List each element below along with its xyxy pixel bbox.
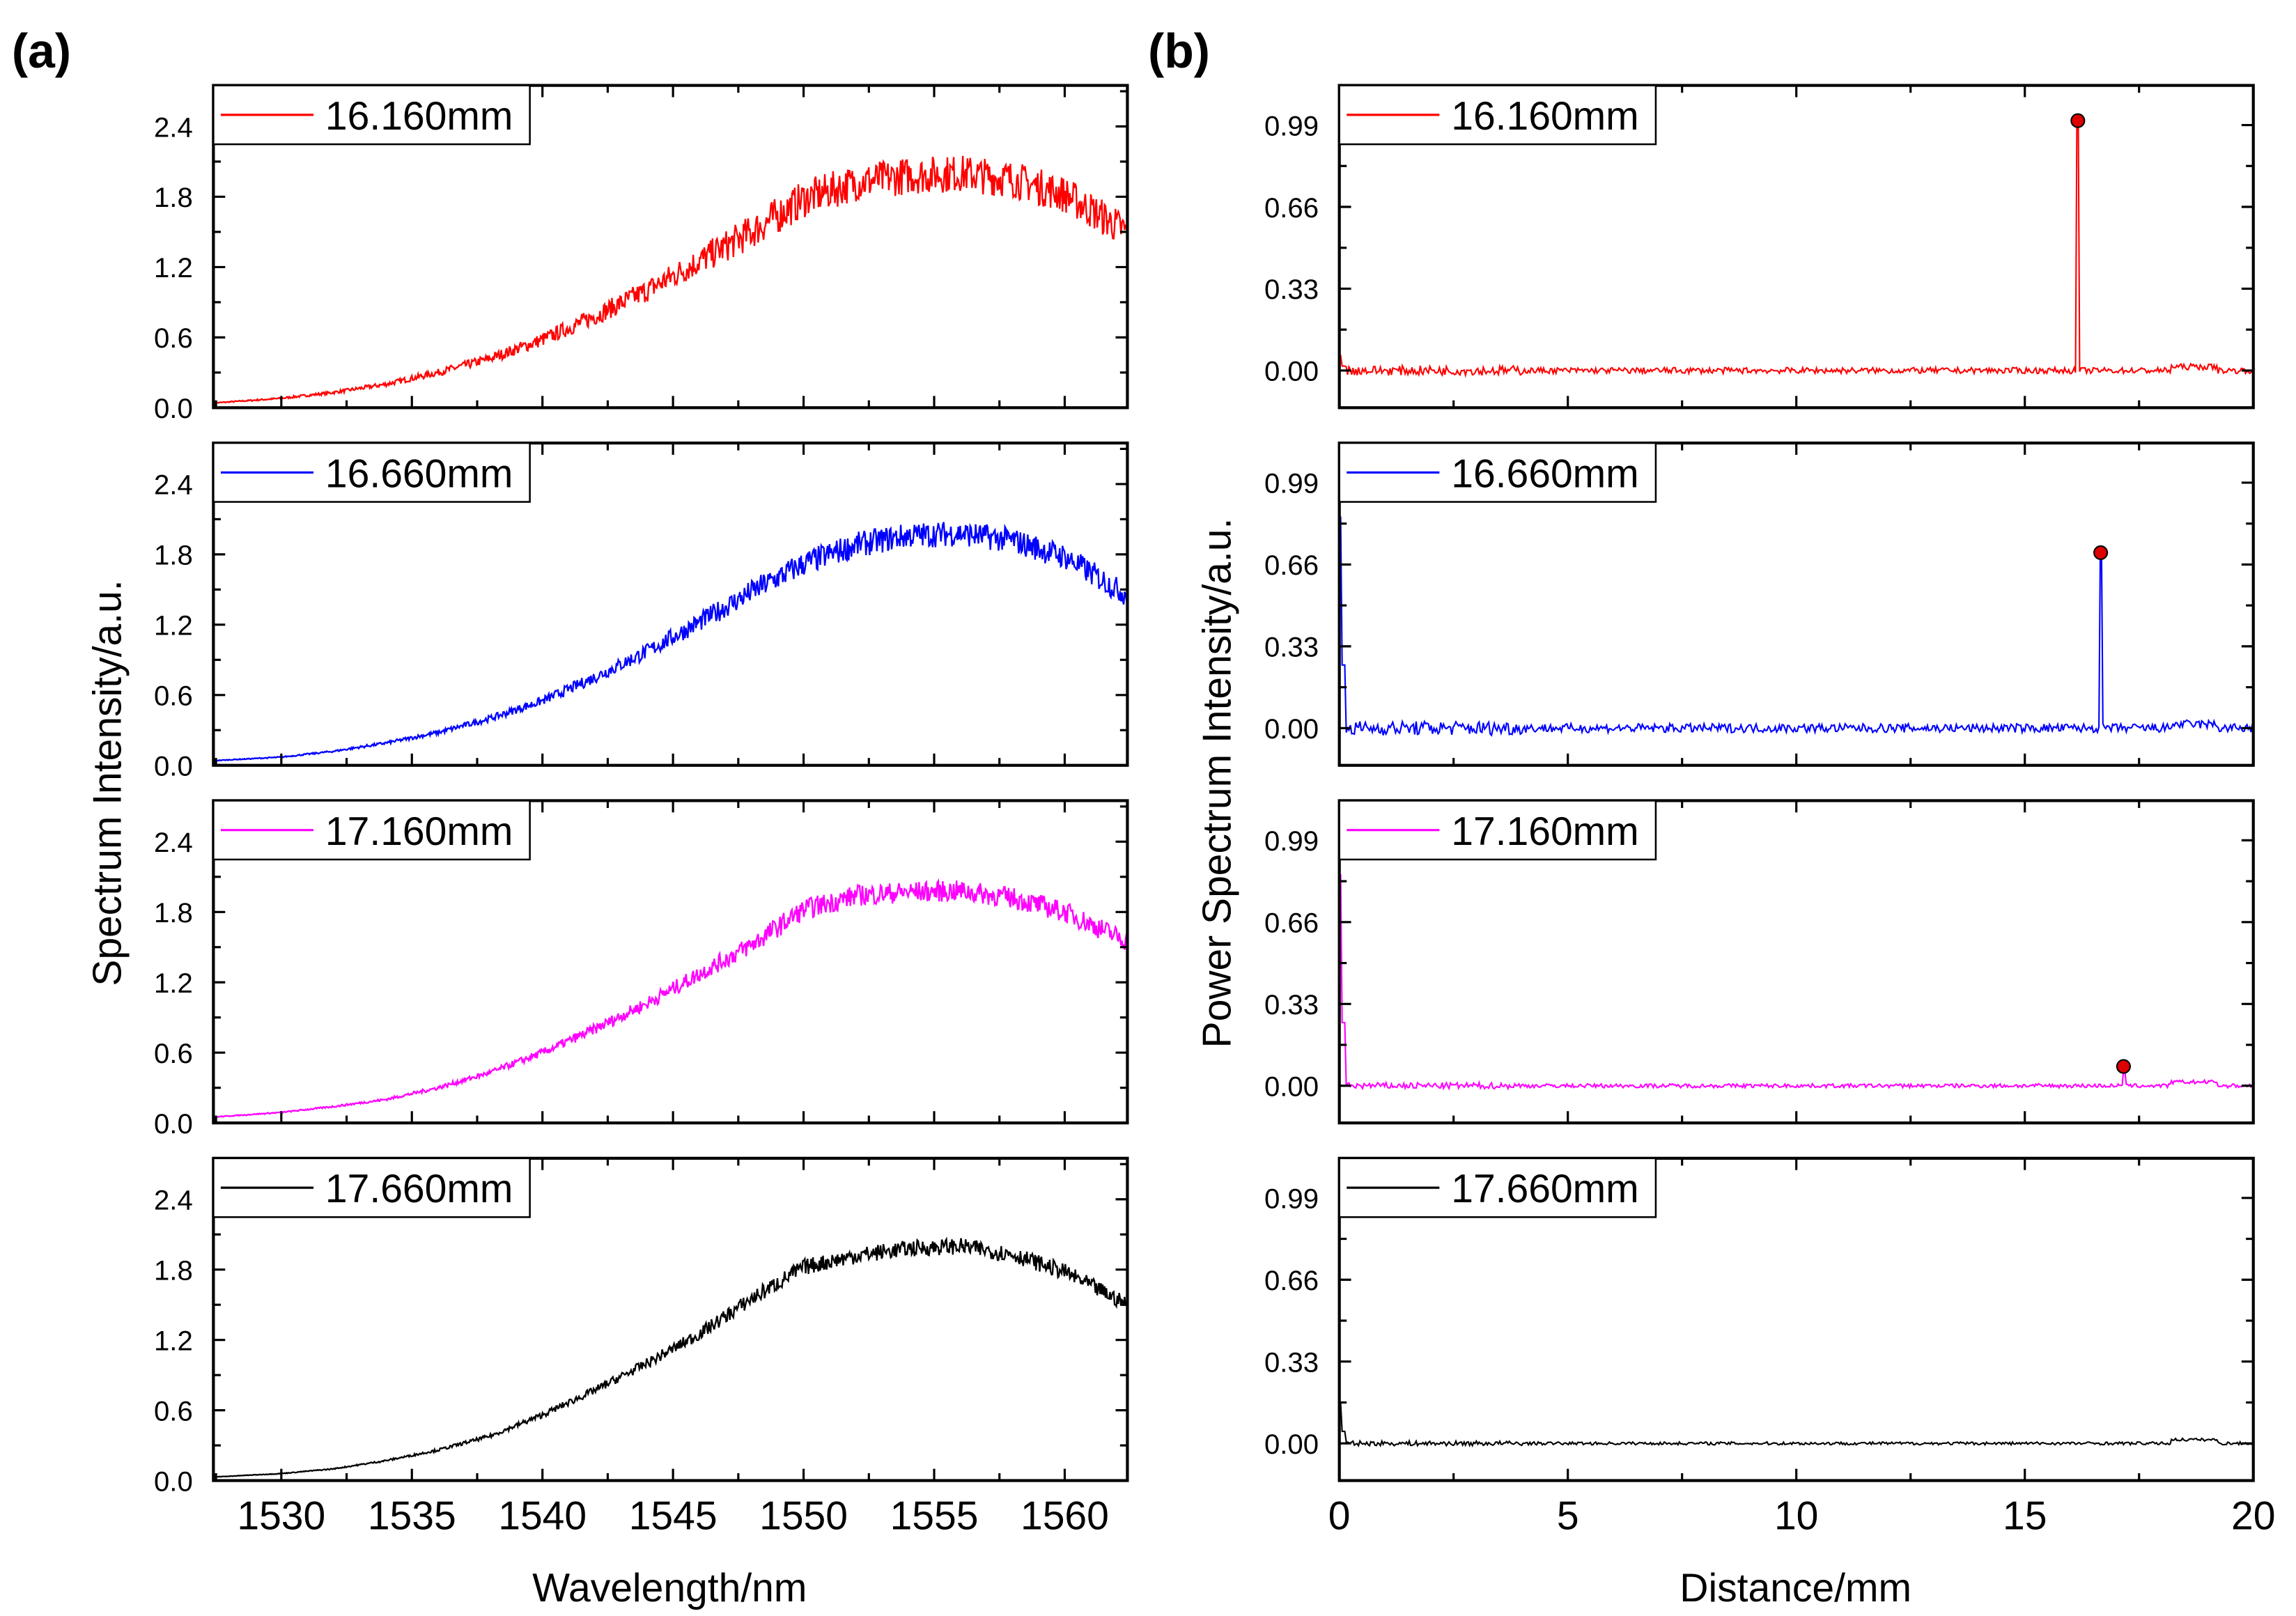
- x-tick-label: 15: [2003, 1493, 2047, 1538]
- y-tick-label: 0.99: [1264, 468, 1319, 499]
- x-tick-label: 0: [1328, 1493, 1351, 1538]
- legend-label: 16.660mm: [325, 451, 513, 496]
- y-tick-label: 0.0: [154, 393, 193, 424]
- legend-label: 16.160mm: [1451, 94, 1638, 139]
- y-tick-label: 1.8: [154, 540, 193, 571]
- y-tick-label: 0.0: [154, 751, 193, 782]
- x-tick-label: 5: [1557, 1493, 1579, 1538]
- y-tick-label: 0.33: [1264, 632, 1319, 663]
- y-tick-label: 0.0: [154, 1108, 193, 1140]
- y-tick-label: 0.66: [1264, 908, 1319, 939]
- legend: 17.160mm: [1338, 800, 1657, 861]
- y-tick-label: 1.2: [154, 968, 193, 999]
- legend-label: 17.160mm: [1451, 809, 1638, 854]
- x-tick-label: 1545: [629, 1493, 718, 1538]
- y-tick-label: 1.2: [154, 252, 193, 283]
- series-line: [213, 522, 1128, 762]
- legend: 17.660mm: [1338, 1157, 1657, 1218]
- series-line: [213, 878, 1128, 1119]
- x-tick-label: 1560: [1021, 1493, 1109, 1538]
- x-tick-label: 1530: [237, 1493, 325, 1538]
- plot-frame: [212, 441, 1129, 767]
- legend: 17.660mm: [212, 1157, 531, 1218]
- legend: 17.160mm: [212, 800, 531, 861]
- panel-label-a: (a): [12, 24, 71, 78]
- x-tick-label: 20: [2231, 1493, 2275, 1538]
- subplot-a-1: 0.0 0.6 1.2 1.8 2.4 16.160mm: [154, 84, 1129, 424]
- subplot-b-4: 0 5 10 15 20 0.00 0.33 0.66 0.99 17.660mm: [1264, 1156, 2275, 1538]
- peak-marker: [2116, 1059, 2131, 1074]
- legend-label: 17.660mm: [1451, 1167, 1638, 1211]
- y-tick-label: 0.6: [154, 681, 193, 712]
- y-tick-label: 1.8: [154, 182, 193, 213]
- legend: 16.660mm: [1338, 442, 1657, 503]
- y-tick-label: 2.4: [154, 1185, 193, 1216]
- panel-label-b: (b): [1148, 24, 1210, 78]
- y-tick-label: 1.2: [154, 1325, 193, 1356]
- x-tick-label: 1550: [759, 1493, 848, 1538]
- plot-frame: [212, 84, 1129, 410]
- series-line: [213, 1236, 1128, 1478]
- x-tick-label: 10: [1774, 1493, 1818, 1538]
- legend-label: 16.660mm: [1451, 451, 1638, 496]
- y-tick-label: 2.4: [154, 827, 193, 858]
- y-tick-label: 0.99: [1264, 1183, 1319, 1215]
- plot-frame: [212, 799, 1129, 1125]
- y-tick-label: 2.4: [154, 469, 193, 501]
- legend-label: 16.160mm: [325, 94, 513, 139]
- y-tick-label: 0.00: [1264, 713, 1319, 745]
- y-tick-label: 0.00: [1264, 1071, 1319, 1103]
- y-tick-label: 0.99: [1264, 825, 1319, 857]
- subplot-b-2: 0.00 0.33 0.66 0.99 16.660mm: [1264, 441, 2255, 767]
- y-tick-label: 0.6: [154, 1395, 193, 1427]
- y-tick-label: 0.33: [1264, 274, 1319, 305]
- subplot-a-4: 1530 1535 1540 1545 1550 1555 1560 0.0 0.6 1.2 1.8…: [154, 1156, 1129, 1538]
- x-tick-label: 1535: [368, 1493, 456, 1538]
- y-tick-label: 0.66: [1264, 550, 1319, 581]
- legend-label: 17.160mm: [325, 809, 513, 854]
- y-tick-label: 0.33: [1264, 989, 1319, 1020]
- series-line: [212, 155, 1128, 405]
- y-tick-label: 1.8: [154, 1254, 193, 1286]
- x-axis-title-b: Distance/mm: [1680, 1566, 1911, 1610]
- y-tick-label: 0.33: [1264, 1347, 1319, 1378]
- plot-frame: [212, 1156, 1129, 1482]
- y-tick-label: 1.8: [154, 897, 193, 929]
- legend-label: 17.660mm: [325, 1167, 513, 1211]
- x-tick-label: 1540: [498, 1493, 587, 1538]
- legend: 16.160mm: [1338, 84, 1657, 146]
- y-tick-label: 0.00: [1264, 1429, 1319, 1460]
- subplot-a-2: 0.0 0.6 1.2 1.8 2.4 16.660mm: [154, 441, 1129, 782]
- legend: 16.660mm: [212, 442, 531, 503]
- peak-marker: [2093, 545, 2109, 560]
- y-tick-label: 0.99: [1264, 110, 1319, 141]
- series-line: [1339, 124, 2254, 378]
- legend-box: [1338, 84, 1657, 146]
- y-tick-label: 0.66: [1264, 1265, 1319, 1296]
- x-axis-title-a: Wavelength/nm: [532, 1566, 807, 1610]
- y-tick-label: 1.2: [154, 610, 193, 642]
- y-tick-label: 0.6: [154, 1038, 193, 1069]
- x-tick-label: 1555: [890, 1493, 979, 1538]
- y-axis-title-b: Power Spectrum Intensity/a.u.: [1195, 518, 1239, 1048]
- series-line: [1339, 1403, 2254, 1448]
- y-tick-label: 0.66: [1264, 192, 1319, 224]
- subplot-b-3: 0.00 0.33 0.66 0.99 17.160mm: [1264, 799, 2255, 1125]
- series-line: [1339, 516, 2254, 737]
- y-tick-label: 0.00: [1264, 356, 1319, 387]
- y-tick-label: 2.4: [154, 111, 193, 143]
- series-line: [1339, 874, 2254, 1091]
- y-axis-title-a: Spectrum Intensity/a.u.: [85, 580, 130, 986]
- y-tick-label: 0.6: [154, 323, 193, 354]
- peak-marker: [2070, 113, 2086, 128]
- y-tick-label: 0.0: [154, 1466, 193, 1497]
- subplot-b-1: 0.00 0.33 0.66 0.99 16.160mm: [1264, 84, 2255, 410]
- subplot-a-3: 0.0 0.6 1.2 1.8 2.4 17.160mm: [154, 799, 1129, 1140]
- legend: 16.160mm: [212, 84, 531, 146]
